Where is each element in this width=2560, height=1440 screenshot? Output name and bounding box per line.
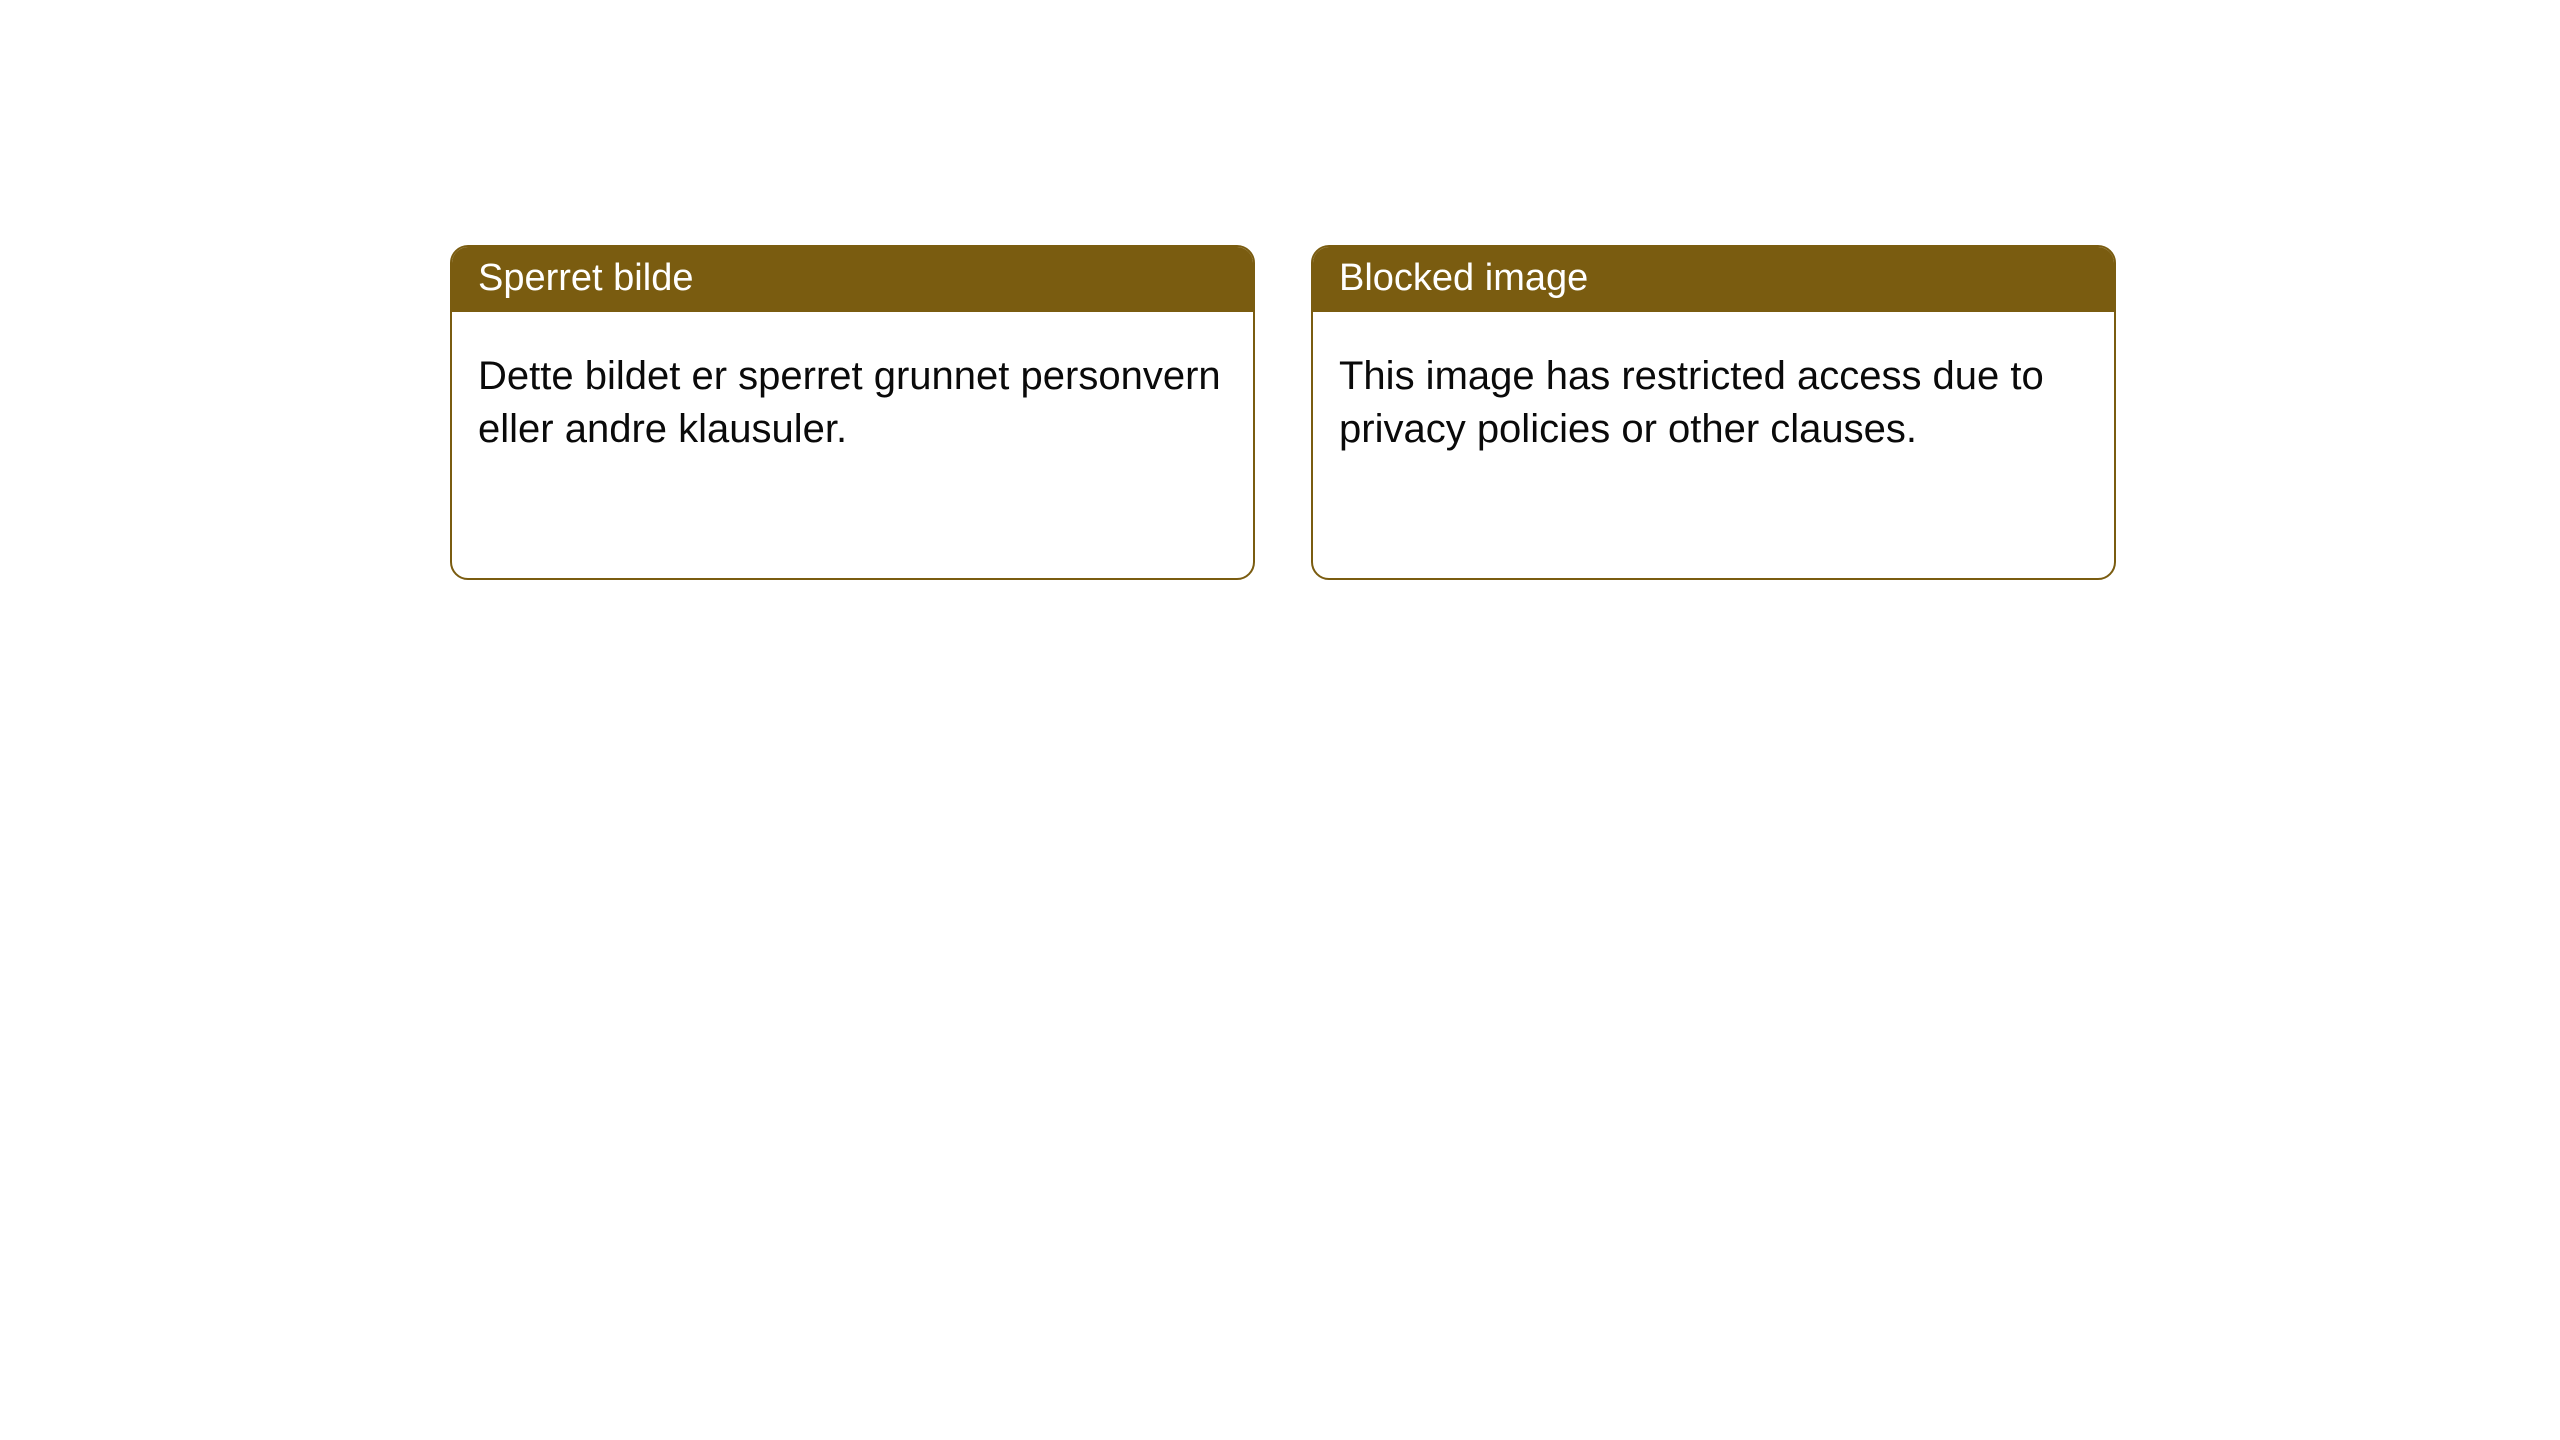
card-body-text-en: This image has restricted access due to … xyxy=(1339,354,2044,451)
card-body-en: This image has restricted access due to … xyxy=(1313,312,2114,482)
card-header-en: Blocked image xyxy=(1313,247,2114,312)
card-body-text-no: Dette bildet er sperret grunnet personve… xyxy=(478,354,1221,451)
card-body-no: Dette bildet er sperret grunnet personve… xyxy=(452,312,1253,482)
card-title-no: Sperret bilde xyxy=(478,257,693,299)
card-header-no: Sperret bilde xyxy=(452,247,1253,312)
blocked-image-card-no: Sperret bilde Dette bildet er sperret gr… xyxy=(450,245,1255,580)
blocked-image-card-en: Blocked image This image has restricted … xyxy=(1311,245,2116,580)
card-title-en: Blocked image xyxy=(1339,257,1588,299)
card-container: Sperret bilde Dette bildet er sperret gr… xyxy=(0,0,2560,580)
